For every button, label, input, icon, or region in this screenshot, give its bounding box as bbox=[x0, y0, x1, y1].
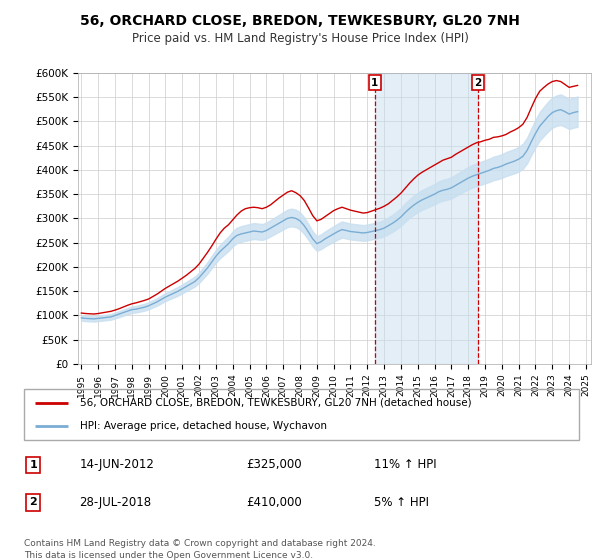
Text: 11% ↑ HPI: 11% ↑ HPI bbox=[374, 458, 436, 471]
Text: Price paid vs. HM Land Registry's House Price Index (HPI): Price paid vs. HM Land Registry's House … bbox=[131, 32, 469, 45]
Text: HPI: Average price, detached house, Wychavon: HPI: Average price, detached house, Wych… bbox=[79, 421, 326, 431]
Text: 56, ORCHARD CLOSE, BREDON, TEWKESBURY, GL20 7NH (detached house): 56, ORCHARD CLOSE, BREDON, TEWKESBURY, G… bbox=[79, 398, 471, 408]
Text: 56, ORCHARD CLOSE, BREDON, TEWKESBURY, GL20 7NH: 56, ORCHARD CLOSE, BREDON, TEWKESBURY, G… bbox=[80, 14, 520, 28]
Bar bbox=[375, 73, 478, 364]
Text: Contains HM Land Registry data © Crown copyright and database right 2024.
This d: Contains HM Land Registry data © Crown c… bbox=[24, 539, 376, 559]
Text: £325,000: £325,000 bbox=[246, 458, 302, 471]
Text: 5% ↑ HPI: 5% ↑ HPI bbox=[374, 496, 428, 509]
Text: 1: 1 bbox=[371, 78, 379, 88]
Text: £410,000: £410,000 bbox=[246, 496, 302, 509]
Text: 1: 1 bbox=[29, 460, 37, 470]
Text: 28-JUL-2018: 28-JUL-2018 bbox=[79, 496, 152, 509]
Text: 14-JUN-2012: 14-JUN-2012 bbox=[79, 458, 154, 471]
Text: 2: 2 bbox=[29, 497, 37, 507]
Text: 2: 2 bbox=[475, 78, 482, 88]
